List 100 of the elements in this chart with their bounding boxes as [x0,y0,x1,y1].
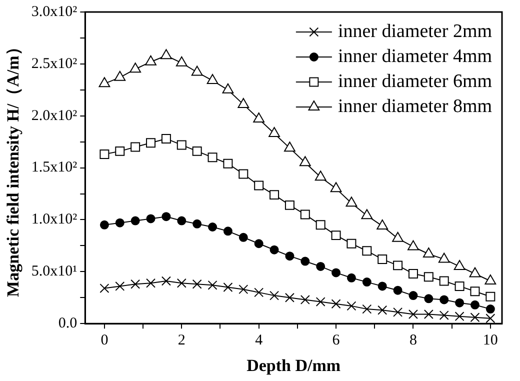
point [98,77,110,88]
point [440,295,449,304]
point [208,280,218,290]
y-tick-label: 1.5x10² [31,160,78,176]
point [439,310,449,320]
point [486,292,496,302]
point [392,232,404,242]
point [469,267,481,278]
point [470,286,480,296]
legend-label: inner diameter 2mm [338,20,492,42]
point [314,170,326,181]
point [238,284,248,294]
point [146,138,156,148]
point [362,246,372,256]
point [346,238,356,248]
point [408,269,418,278]
point [254,288,264,298]
point [378,254,388,264]
point [454,281,464,291]
point [161,276,171,286]
point [192,146,202,156]
y-tick-label: 1.0x10² [31,212,78,228]
point [332,268,341,278]
point [300,256,310,266]
point [486,304,495,314]
x-axis-title: Depth D/mm [246,356,341,376]
point [100,284,110,294]
point [362,304,372,314]
x-tick-label: 0 [100,332,108,349]
point [223,282,233,292]
point [408,291,418,300]
y-tick-label: 3.0x10² [31,4,78,20]
y-tick-label: 2.0x10² [31,108,78,124]
point [346,301,356,311]
point [208,152,218,162]
x-tick-label: 4 [255,332,264,349]
point [161,134,171,144]
point [439,276,449,286]
point [376,219,388,230]
point [424,310,434,319]
point [378,305,388,315]
point [160,49,172,60]
x-tick-label: 8 [409,332,417,349]
point [114,70,126,81]
point [238,232,248,242]
point [192,219,202,228]
point [486,314,496,324]
point [254,239,264,248]
point [408,310,418,319]
point [361,209,373,220]
point [191,66,203,76]
point [130,62,142,73]
point [176,140,186,150]
point [115,146,125,156]
point [254,180,264,190]
point [300,294,310,304]
point [145,55,156,66]
point [470,300,480,310]
point [393,307,403,317]
y-tick-label: 0.0 [58,316,78,332]
point [270,190,280,200]
x-tick-label: 6 [332,332,340,349]
point [177,216,186,226]
point [455,298,464,308]
point [316,220,326,230]
point [454,312,464,322]
point [284,200,294,210]
point [424,272,434,282]
point [192,279,202,289]
point [146,214,156,224]
point [438,252,450,263]
point [331,299,341,309]
point [223,226,232,236]
point [130,279,140,289]
point [223,158,233,168]
point [284,142,296,152]
point [299,156,311,166]
point [146,278,156,288]
point [238,169,248,179]
point [268,127,280,138]
point [362,278,372,287]
point [162,212,171,222]
y-tick-label: 2.5x10² [31,56,78,72]
point [270,245,279,254]
point [316,297,326,307]
point [238,98,250,108]
point [130,142,140,152]
point [176,278,186,288]
point [115,218,124,228]
point [331,230,341,240]
point [115,281,125,291]
legend-label: inner diameter 4mm [338,46,492,67]
point [253,112,265,122]
point [470,312,480,322]
point [316,262,326,271]
point [206,74,218,84]
point [130,216,140,226]
point [176,56,188,66]
point [330,182,342,192]
point [408,240,419,250]
